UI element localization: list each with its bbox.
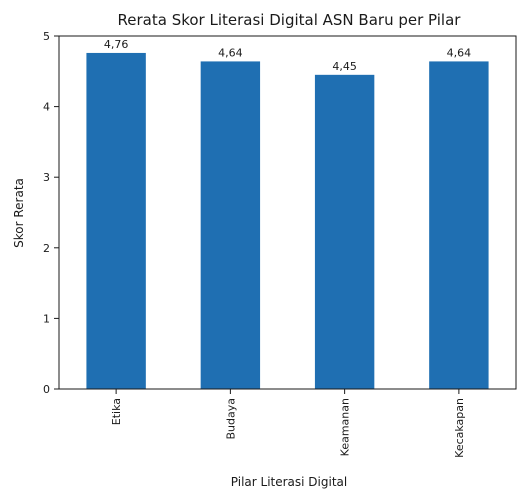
x-tick-label-kecakapan: Kecakapan [453, 398, 466, 458]
data-labels-group: 4,76 4,64 4,45 4,64 [104, 38, 471, 73]
data-label-etika: 4,76 [104, 38, 129, 51]
x-tick-label-keamanan: Keamanan [339, 398, 352, 456]
x-tick-label-etika: Etika [110, 398, 123, 425]
y-axis: 0 1 2 3 4 5 [43, 30, 59, 396]
y-axis-label: Skor Rerata [12, 178, 26, 248]
y-tick-label-2: 2 [43, 242, 50, 255]
data-label-kecakapan: 4,64 [447, 46, 472, 59]
bar-kecakapan [429, 61, 489, 389]
chart-title: Rerata Skor Literasi Digital ASN Baru pe… [118, 11, 462, 29]
y-tick-label-1: 1 [43, 312, 50, 325]
x-axis-label: Pilar Literasi Digital [231, 475, 347, 489]
y-tick-label-0: 0 [43, 383, 50, 396]
x-axis: Etika Budaya Keamanan Kecakapan [110, 389, 466, 458]
y-tick-label-4: 4 [43, 101, 50, 114]
bar-etika [86, 52, 146, 389]
x-tick-label-budaya: Budaya [224, 398, 237, 440]
data-label-budaya: 4,64 [218, 46, 243, 59]
y-tick-label-5: 5 [43, 30, 50, 43]
plot-frame [58, 35, 517, 390]
y-tick-label-3: 3 [43, 171, 50, 184]
bar-keamanan [314, 74, 375, 389]
data-label-keamanan: 4,45 [332, 60, 357, 73]
bars-group [86, 52, 489, 389]
bar-budaya [200, 61, 261, 389]
